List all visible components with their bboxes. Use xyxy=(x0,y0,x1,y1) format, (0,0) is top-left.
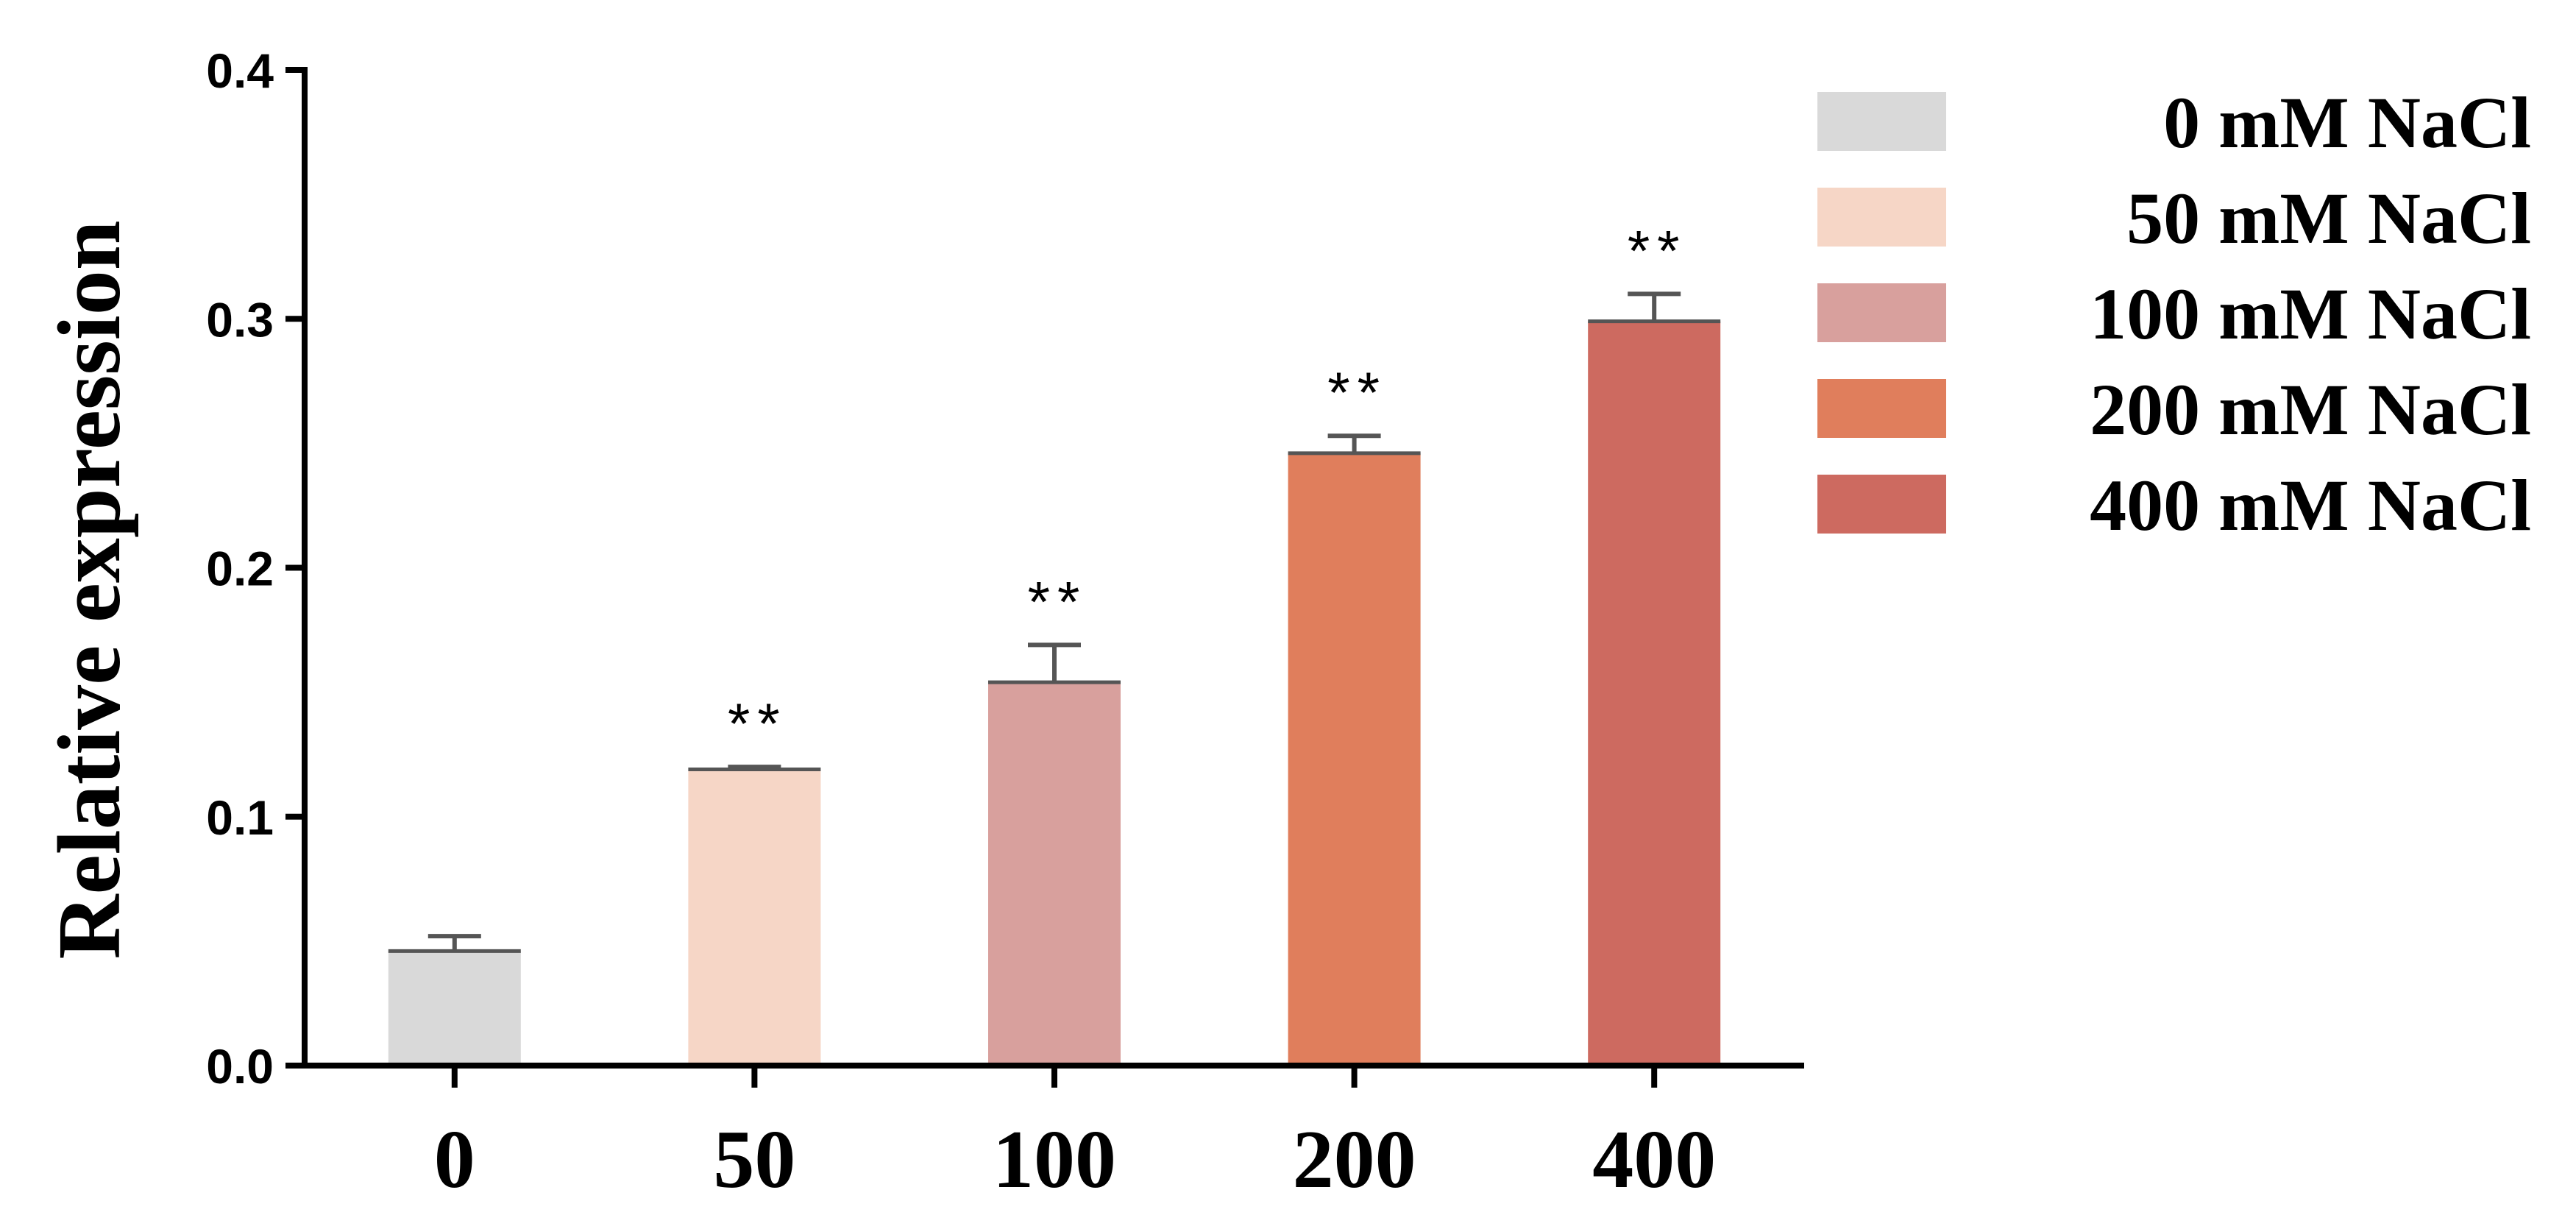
y-tick-label: 0.0 xyxy=(206,1039,274,1094)
legend-swatch xyxy=(1817,188,1946,247)
legend-swatch xyxy=(1817,283,1946,342)
y-axis-title: Relative expression xyxy=(40,220,139,959)
y-tick-label: 0.4 xyxy=(206,43,274,98)
bar-400 xyxy=(1588,321,1721,1063)
legend-swatch xyxy=(1817,379,1946,438)
legend-label: 200 mM NaCl xyxy=(2090,369,2531,450)
legend-label: 50 mM NaCl xyxy=(2126,177,2531,259)
x-tick-label: 200 xyxy=(1293,1114,1416,1205)
axes: 0.0 0.1 0.2 0.3 0.4 Relative expression 0 50 100… xyxy=(40,43,1804,1205)
y-tick-label: 0.3 xyxy=(206,292,274,347)
significance-label: ** xyxy=(1028,569,1087,634)
bars: ** ** ** ** xyxy=(388,218,1721,1063)
y-tick-label: 0.2 xyxy=(206,542,274,596)
legend-label: 400 mM NaCl xyxy=(2090,464,2531,546)
significance-label: ** xyxy=(728,691,787,756)
legend: 0 mM NaCl 50 mM NaCl 100 mM NaCl 200 mM NaC… xyxy=(1817,82,2531,546)
bar-0 xyxy=(388,951,521,1063)
bar-200 xyxy=(1288,453,1421,1063)
significance-label: ** xyxy=(1327,360,1387,425)
significance-label: ** xyxy=(1628,218,1687,283)
x-tick-label: 100 xyxy=(993,1114,1116,1205)
x-tick-label: 0 xyxy=(434,1114,475,1205)
x-tick-label: 50 xyxy=(713,1114,795,1205)
x-tick-label: 400 xyxy=(1592,1114,1716,1205)
legend-swatch xyxy=(1817,475,1946,534)
bar-100 xyxy=(988,682,1121,1063)
legend-label: 100 mM NaCl xyxy=(2090,273,2531,355)
y-tick-label: 0.1 xyxy=(206,790,274,845)
bar-50 xyxy=(688,769,821,1063)
legend-label: 0 mM NaCl xyxy=(2163,82,2531,163)
legend-swatch xyxy=(1817,92,1946,151)
